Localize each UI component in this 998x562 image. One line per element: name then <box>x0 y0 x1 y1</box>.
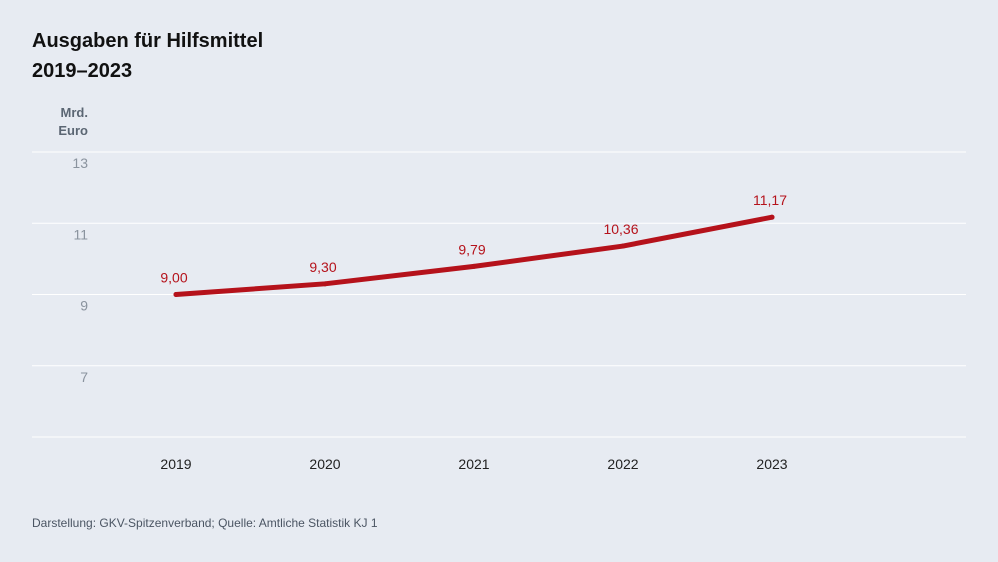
x-tick-label: 2022 <box>607 456 638 472</box>
y-tick-label: 11 <box>73 226 88 242</box>
y-axis-unit-label: Mrd. Euro <box>52 104 88 140</box>
data-point <box>620 243 626 249</box>
source-note: Darstellung: GKV-Spitzenverband; Quelle:… <box>32 516 378 530</box>
chart-title-line-1: Ausgaben für Hilfsmittel <box>32 30 264 52</box>
chart-title: Ausgaben für Hilfsmittel 2019–2023 <box>32 26 263 86</box>
y-tick-label: 7 <box>80 369 88 385</box>
data-point <box>173 292 179 297</box>
x-tick-label: 2020 <box>309 456 340 472</box>
y-axis-unit-line-1: Mrd. <box>60 105 88 120</box>
x-tick-label: 2023 <box>756 456 787 472</box>
x-tick-label: 2021 <box>458 456 489 472</box>
data-label: 9,79 <box>458 241 485 257</box>
data-point <box>769 214 775 220</box>
data-point <box>471 263 477 269</box>
data-label: 11,17 <box>753 192 787 208</box>
data-label: 10,36 <box>603 221 638 237</box>
data-point <box>322 281 328 287</box>
y-axis-unit-line-2: Euro <box>58 123 88 138</box>
y-tick-label: 9 <box>80 298 88 314</box>
x-tick-label: 2019 <box>160 456 191 472</box>
chart-title-line-2: 2019–2023 <box>32 60 133 82</box>
y-tick-label: 13 <box>72 155 88 171</box>
data-label: 9,00 <box>160 270 187 286</box>
data-label: 9,30 <box>309 259 336 275</box>
